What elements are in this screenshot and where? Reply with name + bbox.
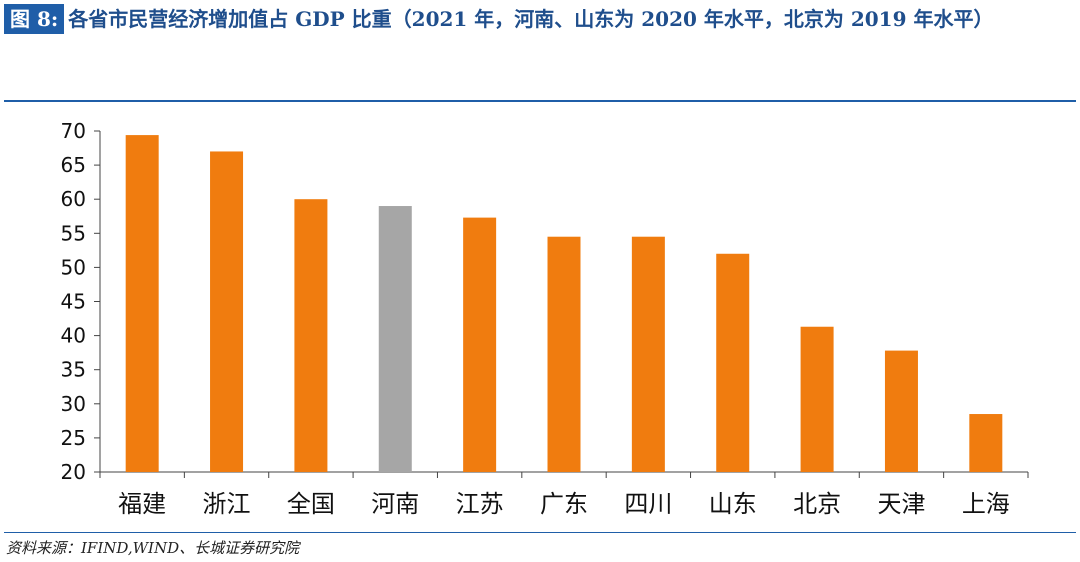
y-tick-label: 35 <box>61 358 86 382</box>
y-tick-label: 45 <box>61 290 86 314</box>
bar <box>547 236 581 472</box>
bar <box>716 253 750 472</box>
figure-label: 图 8: <box>4 4 65 34</box>
figure-title-row: 图 8: 各省市民营经济增加值占 GDP 比重（2021 年，河南、山东为 202… <box>4 4 1076 34</box>
x-axis: 福建 浙江 全国 河南 江苏 广东 四川 山东 北京 天津 上海 <box>99 471 1029 518</box>
x-category-label: 四川 <box>624 490 672 518</box>
y-tick-label: 65 <box>61 153 86 177</box>
x-category-label: 浙江 <box>203 490 251 518</box>
x-category-label: 山东 <box>709 490 757 518</box>
source-note: 资料来源：IFIND,WIND、长城证券研究院 <box>6 539 300 557</box>
bars-group <box>125 135 1003 473</box>
bar <box>463 217 497 472</box>
x-category-label: 上海 <box>962 490 1010 518</box>
y-tick-label: 40 <box>61 324 86 348</box>
y-axis: 20 25 30 35 40 45 50 55 60 65 70 <box>61 119 101 484</box>
title-rule <box>4 100 1076 102</box>
bar <box>884 350 918 472</box>
bar <box>631 236 665 472</box>
bar <box>210 151 244 472</box>
figure-title: 各省市民营经济增加值占 GDP 比重（2021 年，河南、山东为 2020 年水… <box>68 7 994 31</box>
y-tick-label: 70 <box>61 119 86 143</box>
bar <box>378 206 412 472</box>
bar-chart: 20 25 30 35 40 45 50 55 60 65 70 福建 浙江 全国 河南 江苏 广东 四川 山东 北… <box>61 119 1029 518</box>
bar <box>125 135 159 473</box>
y-tick-label: 60 <box>61 187 86 211</box>
x-category-label: 全国 <box>287 490 335 518</box>
bottom-rule <box>4 532 1076 533</box>
bar <box>800 326 834 472</box>
x-category-label: 江苏 <box>456 490 504 518</box>
bar <box>294 199 328 472</box>
y-tick-label: 30 <box>61 392 86 416</box>
y-tick-label: 55 <box>61 221 86 245</box>
bar <box>969 414 1003 472</box>
y-tick-label: 50 <box>61 255 86 279</box>
x-category-label: 福建 <box>118 490 166 518</box>
x-category-label: 北京 <box>793 490 841 518</box>
x-category-label: 河南 <box>371 490 419 518</box>
y-tick-label: 20 <box>61 460 86 484</box>
y-tick-label: 25 <box>61 426 86 450</box>
x-category-label: 广东 <box>540 490 588 518</box>
x-category-label: 天津 <box>877 490 925 518</box>
